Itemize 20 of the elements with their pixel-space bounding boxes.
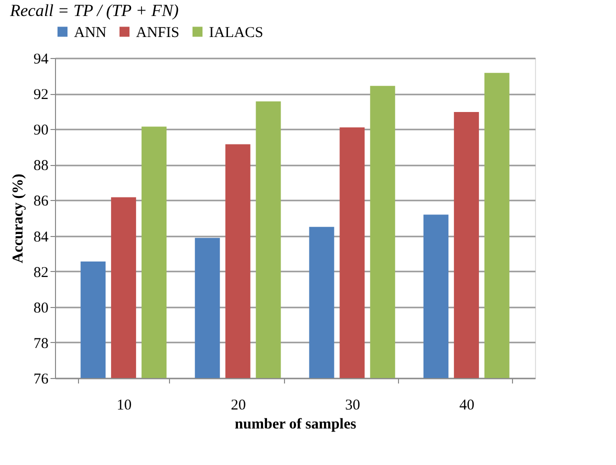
text: Recall = TP / (TP + FN) xyxy=(9,1,180,20)
y-tick-label: 92 xyxy=(34,87,48,104)
legend-label: IALACS xyxy=(209,24,264,41)
y-tick-label: 94 xyxy=(34,52,49,68)
y-tick-label: 80 xyxy=(34,300,48,316)
y-tick-label: 86 xyxy=(34,194,49,210)
legend-label: ANN xyxy=(74,24,107,41)
x-tick-label: 20 xyxy=(230,398,246,414)
y-tick-label: 76 xyxy=(34,372,49,388)
y-tick-label: 88 xyxy=(34,158,48,174)
legend-label: ANFIS xyxy=(136,24,180,41)
x-tick-label: 40 xyxy=(459,398,474,414)
x-axis-title: number of samples xyxy=(234,416,356,432)
y-tick-label: 82 xyxy=(34,264,48,281)
y-tick-label: 90 xyxy=(34,122,48,139)
y-axis-title: Accuracy (%) xyxy=(10,174,26,264)
y-tick-label: 78 xyxy=(34,336,48,352)
x-tick-label: 10 xyxy=(116,398,132,414)
y-tick-label: 84 xyxy=(34,229,49,246)
x-tick-label: 30 xyxy=(345,398,360,414)
